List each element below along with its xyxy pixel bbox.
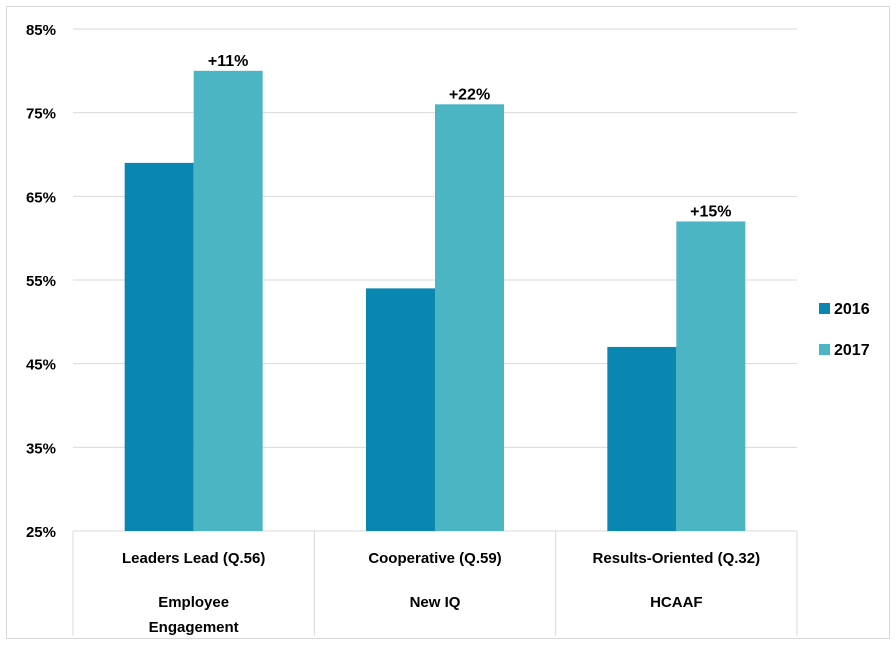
legend-swatch-2016 [819, 303, 830, 314]
y-tick-label: 55% [26, 273, 56, 290]
y-tick-label: 75% [26, 106, 56, 123]
bar-2016-3 [607, 346, 677, 531]
legend-label: 2017 [834, 342, 870, 359]
y-tick-label: 25% [26, 524, 56, 541]
y-tick-label: 85% [26, 22, 56, 39]
group-label: Engagement [149, 619, 239, 636]
bar-2016-1 [124, 162, 194, 531]
group-label: Employee [158, 594, 229, 611]
y-tick-label: 65% [26, 189, 56, 206]
group-label: HCAAF [650, 594, 703, 611]
y-tick-label: 35% [26, 440, 56, 457]
x-tick-label: Results-Oriented (Q.32) [593, 550, 761, 567]
legend-swatch-2017 [819, 344, 830, 355]
bar-2017-2 [435, 104, 504, 532]
bar-2017-1 [193, 70, 263, 531]
bar-annotation: +11% [208, 53, 248, 70]
group-label: New IQ [410, 594, 461, 611]
bar-annotation: +15% [690, 203, 731, 220]
y-tick-label: 45% [26, 357, 56, 374]
legend-label: 2016 [834, 301, 870, 318]
bar-2016-2 [366, 288, 435, 531]
bar-2017-3 [676, 221, 746, 531]
bar-annotation: +22% [449, 86, 490, 103]
x-tick-label: Leaders Lead (Q.56) [122, 550, 265, 567]
x-tick-label: Cooperative (Q.59) [368, 550, 501, 567]
